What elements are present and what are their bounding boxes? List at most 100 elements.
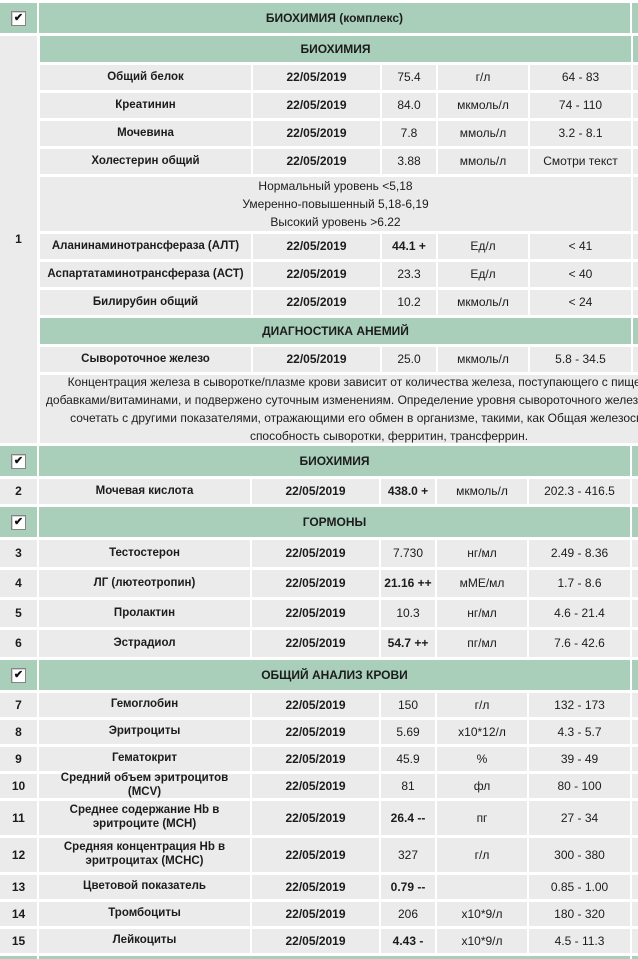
range-cell: 27 - 34 <box>529 801 630 835</box>
range-cell: < 41 <box>530 234 631 259</box>
unit-cell: мкмоль/л <box>438 93 528 118</box>
unit-cell: нг/мл <box>437 600 527 627</box>
date-cell: 22/05/2019 <box>252 838 379 872</box>
unit-cell: Ед/л <box>438 234 528 259</box>
section-checkbox-cell[interactable]: ✔ <box>0 660 37 690</box>
test-name-cell: Пролактин <box>39 600 250 627</box>
date-cell: 22/05/2019 <box>252 902 379 926</box>
range-cell: 202.3 - 416.5 <box>529 479 630 504</box>
row-number-cell: 4 <box>0 570 37 597</box>
unit-cell: мкмоль/л <box>438 290 528 315</box>
note-line: Концентрация железа в сыворотке/плазме к… <box>67 375 638 389</box>
test-name-cell: Холестерин общий <box>40 149 251 174</box>
test-name-cell: Эстрадиол <box>39 630 250 657</box>
row-number-cell: 7 <box>0 693 37 717</box>
section-header-row-clipped <box>0 956 638 959</box>
checkbox-checked-icon[interactable]: ✔ <box>11 453 26 469</box>
test-name-cell: Среднее содержание Hb в эритроците (MCH) <box>39 801 250 835</box>
checkbox-checked-icon[interactable]: ✔ <box>11 514 26 530</box>
group-number-cell: 1 <box>0 36 37 443</box>
unit-cell: пг/мл <box>437 630 527 657</box>
range-cell: 5.8 - 34.5 <box>530 347 631 372</box>
date-cell: 22/05/2019 <box>253 65 380 90</box>
section-header-row: ✔ ОБЩИЙ АНАЛИЗ КРОВИ <box>0 660 638 690</box>
unit-cell: мМЕ/мл <box>437 570 527 597</box>
table-row: Аспартатаминотрансфераза (АСТ) 22/05/201… <box>40 262 638 287</box>
unit-cell: г/л <box>437 693 527 717</box>
range-cell: < 40 <box>530 262 631 287</box>
table-row: Общий белок 22/05/2019 75.4 г/л 64 - 83 <box>40 65 638 90</box>
table-row: 10 Средний объем эритроцитов (MCV) 22/05… <box>0 772 638 798</box>
checkbox-checked-icon[interactable]: ✔ <box>11 10 26 26</box>
range-cell: 3.2 - 8.1 <box>530 121 631 146</box>
date-cell: 22/05/2019 <box>252 570 379 597</box>
table-row: Креатинин 22/05/2019 84.0 мкмоль/л 74 - … <box>40 93 638 118</box>
test-name-cell: Сывороточное железо <box>40 347 251 372</box>
value-cell: 81 <box>381 774 435 798</box>
overflow-cell <box>632 507 638 537</box>
table-row: 3 Тестостерон 22/05/2019 7.730 нг/мл 2.4… <box>0 540 638 567</box>
range-cell: 300 - 380 <box>529 838 630 872</box>
table-row: Холестерин общий 22/05/2019 3.88 ммоль/л… <box>40 149 638 174</box>
note-line: добавками/витаминами, и подвержено суточ… <box>45 393 638 407</box>
table-row: 9 Гематокрит 22/05/2019 45.9 % 39 - 49 <box>0 747 638 771</box>
section-checkbox-cell[interactable]: ✔ <box>0 507 37 537</box>
table-row: Мочевина 22/05/2019 7.8 ммоль/л 3.2 - 8.… <box>40 121 638 146</box>
overflow-cell <box>633 65 638 90</box>
note-line: сочетать с другими показателями, отражаю… <box>70 411 638 425</box>
unit-cell: ммоль/л <box>438 149 528 174</box>
unit-cell: x10*9/л <box>437 902 527 926</box>
date-cell: 22/05/2019 <box>252 479 379 504</box>
checkbox-checked-icon[interactable]: ✔ <box>11 667 26 683</box>
row-number-cell: 10 <box>0 774 37 798</box>
table-row: 12 Средняя концентрация Hb в эритроцитах… <box>0 838 638 872</box>
checkmark-icon: ✔ <box>13 454 24 467</box>
date-cell: 22/05/2019 <box>252 747 379 771</box>
overflow-cell <box>633 177 638 231</box>
unit-cell: нг/мл <box>437 540 527 567</box>
overflow-cell <box>632 446 638 476</box>
table-row: 11 Среднее содержание Hb в эритроците (M… <box>0 801 638 835</box>
overflow-cell <box>632 630 638 657</box>
overflow-cell <box>632 570 638 597</box>
test-name-cell: ЛГ (лютеотропин) <box>39 570 250 597</box>
range-cell: 1.7 - 8.6 <box>529 570 630 597</box>
section-checkbox-cell[interactable]: ✔ <box>0 3 37 33</box>
date-cell: 22/05/2019 <box>253 262 380 287</box>
row-number-cell: 14 <box>0 902 37 926</box>
test-name-cell: Эритроциты <box>39 720 250 744</box>
value-cell: 4.43 - <box>381 929 435 953</box>
table-row: Билирубин общий 22/05/2019 10.2 мкмоль/л… <box>40 290 638 315</box>
date-cell: 22/05/2019 <box>252 693 379 717</box>
overflow-cell <box>632 660 638 690</box>
date-cell: 22/05/2019 <box>252 875 379 899</box>
unit-cell: мкмоль/л <box>438 347 528 372</box>
overflow-cell <box>633 234 638 259</box>
section-checkbox-cell[interactable] <box>0 956 37 959</box>
overflow-cell <box>632 838 638 872</box>
overflow-cell <box>633 149 638 174</box>
unit-cell: x10*9/л <box>437 929 527 953</box>
overflow-cell <box>632 479 638 504</box>
test-name-cell: Мочевая кислота <box>39 479 250 504</box>
row-number-cell: 13 <box>0 875 37 899</box>
overflow-cell <box>632 693 638 717</box>
date-cell: 22/05/2019 <box>252 720 379 744</box>
overflow-cell <box>632 540 638 567</box>
section-checkbox-cell[interactable]: ✔ <box>0 446 37 476</box>
section-header-row: ✔ ГОРМОНЫ <box>0 507 638 537</box>
overflow-cell <box>632 747 638 771</box>
unit-cell: г/л <box>437 838 527 872</box>
overflow-cell <box>632 875 638 899</box>
value-cell: 21.16 ++ <box>381 570 435 597</box>
value-cell: 23.3 <box>382 262 436 287</box>
overflow-cell <box>632 929 638 953</box>
note-line: Умеренно-повышенный 5,18-6,19 <box>242 197 429 211</box>
range-cell: 74 - 110 <box>530 93 631 118</box>
checkmark-icon: ✔ <box>13 515 24 528</box>
overflow-cell <box>633 347 638 372</box>
range-cell: 80 - 100 <box>529 774 630 798</box>
test-name-cell: Тестостерон <box>39 540 250 567</box>
value-cell: 26.4 -- <box>381 801 435 835</box>
unit-cell: мкмоль/л <box>437 479 527 504</box>
